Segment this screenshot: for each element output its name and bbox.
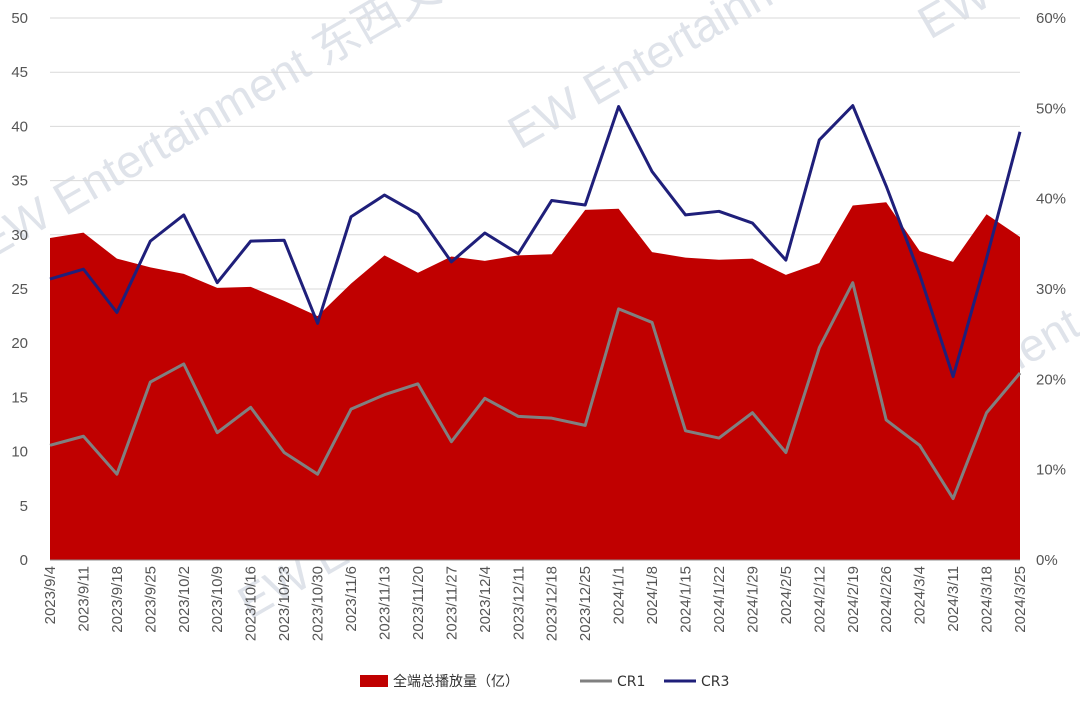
x-tick-label: 2024/3/11 [945,566,962,632]
y-left-tick-label: 10 [11,444,28,461]
legend-swatch-area [360,675,388,687]
x-tick-label: 2023/11/13 [376,566,393,640]
x-tick-label: 2023/9/18 [109,566,126,633]
y-left-tick-label: 0 [20,552,28,569]
x-tick-label: 2024/1/15 [678,566,695,633]
y-right-tick-label: 0% [1036,552,1058,569]
legend-label: CR3 [701,674,729,690]
y-right-tick-label: 30% [1036,281,1066,298]
x-tick-label: 2024/2/5 [778,566,795,624]
x-tick-label: 2023/10/9 [209,566,226,633]
x-tick-label: 2024/3/18 [979,566,996,633]
area-series [50,202,1020,560]
x-tick-label: 2023/10/23 [276,566,293,641]
y-left-tick-label: 45 [11,64,28,81]
y-left-tick-label: 25 [11,281,28,298]
x-tick-label: 2024/3/25 [1012,566,1029,633]
y-right-tick-label: 10% [1036,462,1066,479]
x-tick-label: 2024/1/22 [711,566,728,633]
x-tick-label: 2023/9/4 [42,566,59,624]
x-tick-label: 2024/2/26 [878,566,895,633]
y-right-tick-label: 60% [1036,10,1066,27]
y-left-tick-label: 30 [11,227,28,244]
x-tick-label: 2024/1/1 [611,566,628,624]
x-tick-label: 2023/9/25 [142,566,159,633]
line-cr3 [49,104,1022,379]
x-tick-label: 2023/10/2 [176,566,193,633]
line-cr1 [49,281,1022,501]
x-tick-label: 2024/2/19 [845,566,862,633]
x-tick-label: 2023/10/30 [310,566,327,641]
x-tick-label: 2023/12/25 [577,566,594,641]
x-tick-label: 2023/12/18 [544,566,561,641]
y-right-tick-label: 20% [1036,371,1066,388]
x-tick-label: 2023/11/27 [443,566,460,640]
x-tick-label: 2023/12/11 [510,566,527,640]
y-right-tick-label: 50% [1036,100,1066,117]
y-right-tick-label: 40% [1036,191,1066,208]
y-left-tick-label: 40 [11,118,28,135]
x-tick-label: 2023/11/6 [343,566,360,632]
x-tick-label: 2024/1/29 [744,566,761,633]
watermark-text: EW Entertainment 东西文娱 [0,0,489,269]
area-total-plays [50,202,1020,560]
x-tick-label: 2024/2/12 [811,566,828,633]
legend: 全端总播放量（亿） CR1 CR3 [360,673,729,690]
y-left-tick-label: 15 [11,389,28,406]
x-tick-label: 2023/10/16 [243,566,260,641]
x-tick-label: 2024/3/4 [912,566,929,624]
y-left-tick-label: 5 [20,498,28,515]
legend-label: CR1 [617,674,645,690]
axes: 0 5 10 15 20 25 30 35 40 45 50 0% 10% 20% 30% 40% 50% 60%… [11,10,1066,641]
y-left-tick-label: 50 [11,10,28,27]
y-left-tick-label: 35 [11,173,28,190]
legend-label: 全端总播放量（亿） [393,673,519,690]
x-tick-label: 2023/9/11 [75,566,92,632]
x-tick-label: 2023/12/4 [477,566,494,633]
line-series [49,104,1022,501]
x-tick-label: 2023/11/20 [410,566,427,640]
y-left-tick-label: 20 [11,335,28,352]
x-tick-label: 2024/1/8 [644,566,661,624]
